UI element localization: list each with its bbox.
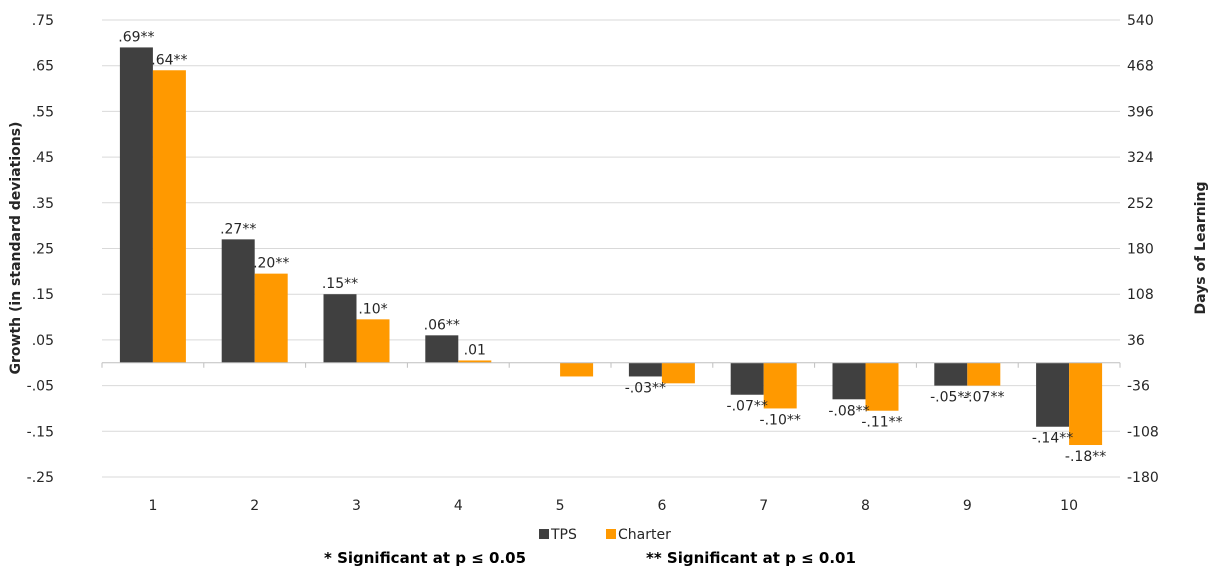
y-tick-label: .75 <box>32 13 54 29</box>
y2-axis-ticks: 540 468 396 324 252 180 108 36 -36 -108 -180 <box>1127 13 1159 486</box>
x-tick-label: 8 <box>861 498 870 514</box>
bar-charter-3 <box>356 319 390 363</box>
data-label: -.03** <box>625 380 666 396</box>
bar-tps-2 <box>221 239 255 363</box>
x-tick-label: 10 <box>1060 498 1078 514</box>
data-label: -.08** <box>828 403 869 419</box>
data-label: -.07** <box>727 399 768 415</box>
legend-label: Charter <box>618 527 671 543</box>
y2-tick-label: -36 <box>1127 379 1150 395</box>
bar-charter-7 <box>763 362 797 409</box>
footnote-1: * Significant at p ≤ 0.05 <box>324 549 526 567</box>
bar-charter-4 <box>458 360 492 363</box>
y2-tick-label: 468 <box>1127 59 1154 75</box>
data-label: .01 <box>464 342 486 358</box>
data-label: -.10** <box>760 412 801 428</box>
y2-tick-label: -180 <box>1127 470 1159 486</box>
y-tick-label: .05 <box>32 333 54 349</box>
data-labels: .69**.27**.15**.06**-.03**-.07** -.08**-.… <box>118 29 1106 465</box>
data-label: -.11** <box>861 415 902 431</box>
y-tick-label: -.25 <box>27 470 54 486</box>
x-tick-label: 1 <box>148 498 157 514</box>
y2-tick-label: 36 <box>1127 333 1145 349</box>
bar-tps-1 <box>119 47 153 363</box>
data-label: -.14** <box>1032 431 1073 447</box>
x-tick-label: 4 <box>454 498 463 514</box>
data-label: .69** <box>118 29 154 45</box>
data-label: .27** <box>220 221 256 237</box>
y-tick-label: .25 <box>32 242 54 258</box>
bar-charter-8 <box>865 362 899 411</box>
bar-tps-8 <box>832 362 866 400</box>
y-tick-label: -.15 <box>27 424 54 440</box>
x-tick-label: 5 <box>556 498 565 514</box>
data-label: -.07** <box>963 390 1004 406</box>
y2-tick-label: -108 <box>1127 424 1159 440</box>
bar-tps-4 <box>425 335 459 363</box>
y-tick-label: .55 <box>32 104 54 120</box>
bar-tps-9 <box>934 362 968 386</box>
y2-tick-label: 180 <box>1127 242 1154 258</box>
x-tick-label: 2 <box>250 498 259 514</box>
data-label: .15** <box>322 276 358 292</box>
bar-charter-1 <box>152 70 186 363</box>
footnote-2: ** Significant at p ≤ 0.01 <box>646 549 856 567</box>
bar-charter-10 <box>1069 362 1103 446</box>
data-label: .64** <box>151 52 187 68</box>
data-label: .06** <box>424 317 460 333</box>
data-label: -.18** <box>1065 449 1106 465</box>
x-tick-label: 7 <box>759 498 768 514</box>
x-tick-label: 9 <box>963 498 972 514</box>
bar-tps-10 <box>1036 362 1070 427</box>
x-tick-label: 3 <box>352 498 361 514</box>
y-axis-ticks: .75 .65 .55 .45 .35 .25 .15 .05 -.05 -.15 -.25 <box>27 13 54 486</box>
bar-charter-2 <box>254 273 288 363</box>
y-tick-label: .45 <box>32 150 54 166</box>
y-tick-label: .35 <box>32 196 54 212</box>
bar-charter-9 <box>967 362 1001 386</box>
y-tick-label: .65 <box>32 59 54 75</box>
data-label: -.05** <box>930 390 971 406</box>
y2-axis-title: Days of Learning <box>1193 181 1209 314</box>
bar-tps-3 <box>323 294 357 363</box>
bar-charter-5 <box>560 362 594 377</box>
x-tick-label: 6 <box>657 498 666 514</box>
legend-swatch <box>606 529 616 539</box>
data-label: .10* <box>358 301 387 317</box>
y-tick-label: .15 <box>32 287 54 303</box>
legend: TPS Charter <box>539 527 671 543</box>
x-axis-ticks: 1 2 3 4 5 6 7 8 9 10 <box>148 498 1078 514</box>
bar-charter-6 <box>661 362 695 384</box>
legend-label: TPS <box>550 527 577 543</box>
y2-tick-label: 540 <box>1127 13 1154 29</box>
bar-tps-6 <box>628 362 662 377</box>
baseline <box>101 362 1121 368</box>
y2-tick-label: 324 <box>1127 150 1154 166</box>
bar-tps-7 <box>730 362 764 395</box>
y-axis-title: Growth (in standard deviations) <box>8 122 24 375</box>
y2-tick-label: 252 <box>1127 196 1154 212</box>
y2-tick-label: 396 <box>1127 104 1154 120</box>
data-label: .20** <box>253 256 289 272</box>
bars <box>119 47 1103 446</box>
y-tick-label: -.05 <box>27 379 54 395</box>
legend-swatch <box>539 529 549 539</box>
y2-tick-label: 108 <box>1127 287 1154 303</box>
